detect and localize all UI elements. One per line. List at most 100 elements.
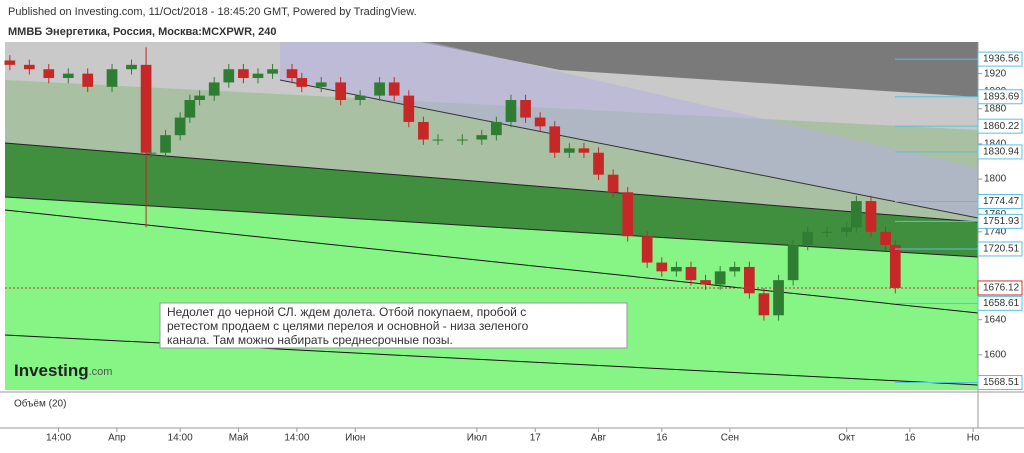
candle-body bbox=[758, 293, 770, 316]
candle-body bbox=[354, 95, 366, 100]
candle-body bbox=[671, 266, 682, 272]
candle-body bbox=[476, 135, 488, 140]
x-tick-label: 14:00 bbox=[46, 433, 71, 444]
annotation-line: канала. Там можно набирать среднесрочные… bbox=[167, 333, 453, 347]
candle-body bbox=[145, 152, 157, 154]
price-label: 1936.56 bbox=[983, 54, 1020, 65]
candle-body bbox=[851, 201, 862, 228]
candle-body bbox=[160, 135, 171, 153]
channel-line bbox=[4, 142, 979, 223]
x-tick-label: Окт bbox=[838, 433, 855, 444]
lavender-channel bbox=[280, 42, 978, 218]
candle-body bbox=[700, 280, 711, 285]
x-tick-label: 16 bbox=[904, 433, 916, 444]
channels bbox=[4, 42, 979, 390]
price-label-box bbox=[977, 89, 1023, 105]
candle-body bbox=[491, 121, 502, 136]
logo: Investing.com bbox=[14, 361, 112, 380]
y-tick-label: 1740 bbox=[984, 226, 1007, 237]
candle-body bbox=[889, 245, 901, 289]
published-note: Published on Investing.com, 11/Oct/2018 … bbox=[8, 6, 417, 18]
channel-line bbox=[4, 196, 979, 258]
x-tick-label: 16 bbox=[656, 433, 668, 444]
candle-body bbox=[223, 69, 235, 83]
plot bbox=[4, 47, 901, 321]
price-label-box bbox=[977, 51, 1023, 67]
candle-body bbox=[622, 192, 634, 237]
candle-body bbox=[563, 148, 575, 153]
candle-body bbox=[432, 139, 444, 141]
candle-body bbox=[841, 227, 852, 232]
y-tick-label: 1640 bbox=[984, 314, 1007, 325]
candle-body bbox=[374, 82, 385, 96]
candle-body bbox=[520, 100, 531, 118]
candle-body bbox=[773, 280, 784, 316]
volume-label: Объём (20) bbox=[14, 398, 66, 410]
candle-body bbox=[865, 201, 877, 232]
candle-body bbox=[607, 174, 619, 193]
candle-body bbox=[743, 266, 755, 294]
candle-body bbox=[714, 271, 726, 285]
price-label: 1751.93 bbox=[983, 216, 1020, 227]
price-label-box bbox=[977, 118, 1023, 134]
dark-green-band bbox=[5, 143, 978, 257]
y-tick-label: 1800 bbox=[984, 174, 1007, 185]
candle-body bbox=[140, 64, 152, 153]
candle-body bbox=[787, 245, 799, 281]
candle-body bbox=[194, 95, 205, 100]
candle-body bbox=[174, 117, 186, 136]
x-tick-label: Но bbox=[967, 433, 980, 444]
logo-name: Investing bbox=[14, 361, 89, 380]
price-label-box bbox=[977, 295, 1023, 311]
logo-suffix: .com bbox=[89, 366, 113, 378]
candle-body bbox=[252, 73, 264, 79]
price-label-box bbox=[977, 375, 1023, 391]
x-tick-label: Июл bbox=[467, 433, 487, 444]
candle-body bbox=[641, 236, 653, 263]
price-label: 1568.51 bbox=[983, 377, 1020, 388]
candle-body bbox=[593, 152, 604, 175]
last-price-box bbox=[977, 280, 1023, 296]
x-tick-label: Авг bbox=[591, 433, 607, 444]
x-tick-label: Апр bbox=[108, 433, 126, 444]
annotation-line: ретестом продаем с целями перелоя и осно… bbox=[167, 319, 529, 333]
candle-body bbox=[315, 82, 327, 87]
candle-body bbox=[43, 69, 55, 79]
annotation-box bbox=[159, 302, 628, 349]
candle-body bbox=[802, 231, 814, 245]
candle-body bbox=[534, 117, 546, 127]
x-tick-label: Июн bbox=[345, 433, 365, 444]
candle-body bbox=[549, 126, 561, 153]
symbol-title: ММВБ Энергетика, Россия, Москва:MCXPWR, … bbox=[8, 26, 276, 38]
candle-body bbox=[656, 262, 668, 272]
candle-body bbox=[208, 82, 220, 96]
candle-body bbox=[578, 148, 590, 153]
price-label-box bbox=[977, 213, 1023, 229]
price-label: 1860.22 bbox=[983, 121, 1020, 132]
candle-body bbox=[456, 139, 468, 141]
candle-body bbox=[296, 78, 308, 87]
price-label: 1893.69 bbox=[983, 91, 1020, 102]
price-label-box bbox=[977, 144, 1023, 160]
candle-body bbox=[418, 121, 429, 140]
candle-body bbox=[23, 64, 35, 70]
x-tick-label: Май bbox=[229, 433, 249, 444]
candle-body bbox=[106, 69, 118, 87]
price-label: 1658.61 bbox=[983, 298, 1020, 309]
candle-body bbox=[821, 231, 833, 233]
candle-body bbox=[267, 69, 278, 74]
dark-gray-channel bbox=[420, 42, 978, 97]
price-label-box bbox=[977, 241, 1023, 257]
candle-body bbox=[126, 64, 137, 70]
candle-body bbox=[880, 231, 891, 245]
candle-body bbox=[729, 266, 741, 272]
x-tick-label: 14:00 bbox=[168, 433, 193, 444]
candle-body bbox=[286, 69, 298, 79]
last-price-label: 1676.12 bbox=[983, 283, 1020, 294]
candle-body bbox=[82, 73, 94, 87]
price-label: 1720.51 bbox=[983, 244, 1020, 255]
candle-body bbox=[685, 266, 697, 281]
y-tick-label: 1840 bbox=[984, 139, 1007, 150]
candle-body bbox=[4, 60, 16, 65]
price-label: 1830.94 bbox=[983, 147, 1020, 158]
